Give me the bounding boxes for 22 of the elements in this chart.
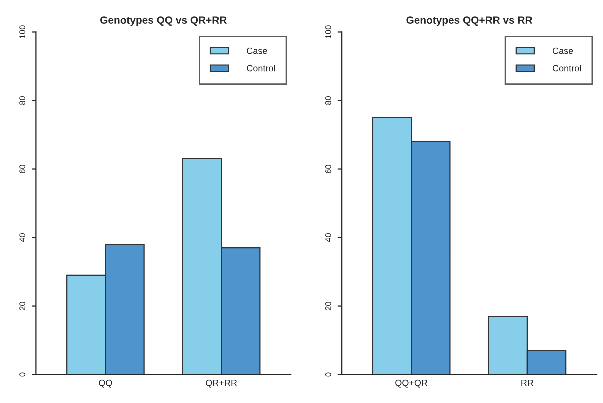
y-tick-label: 60	[325, 164, 332, 174]
y-tick-label: 100	[20, 26, 26, 39]
x-tick-label: QR+RR	[206, 380, 238, 388]
x-tick-label: QQ	[99, 380, 112, 388]
legend-label: Case	[247, 48, 268, 54]
y-tick-label: 60	[20, 164, 26, 174]
x-tick-label: RR	[522, 380, 534, 386]
legend-label: Control	[552, 65, 582, 72]
y-tick-label: 40	[20, 233, 26, 242]
legend-label: Case	[552, 48, 574, 54]
y-tick-label: 20	[325, 302, 332, 310]
y-tick-label: 80	[20, 96, 26, 106]
y-tick-label: 40	[325, 233, 332, 242]
y-tick-label: 100	[325, 26, 332, 39]
y-tick-label: 20	[20, 302, 26, 310]
chart-title: Genotypes QQ+RR vs RR	[406, 16, 533, 26]
y-tick-label: 80	[325, 96, 332, 106]
y-tick-label: 0	[325, 372, 332, 377]
chart-title: Genotypes QQ vs QR+RR	[100, 16, 227, 26]
legend-label: Control	[247, 65, 276, 72]
y-tick-label: 0	[20, 372, 26, 377]
x-tick-label: QQ+QR	[396, 380, 428, 388]
